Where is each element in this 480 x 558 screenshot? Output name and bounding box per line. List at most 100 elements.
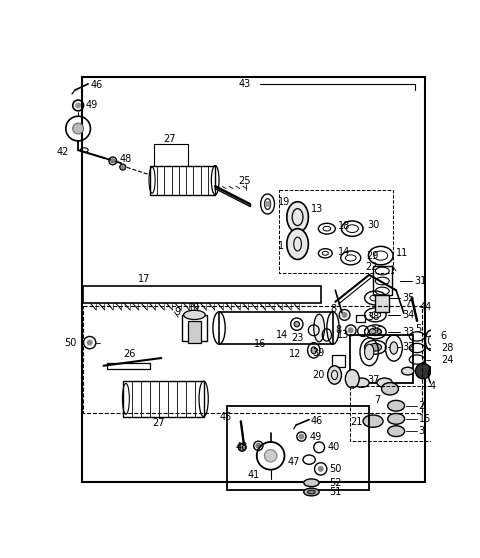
- Text: 46: 46: [90, 80, 103, 90]
- Text: 15: 15: [419, 414, 431, 424]
- Text: 47: 47: [288, 457, 300, 467]
- Text: 13: 13: [337, 330, 349, 340]
- Ellipse shape: [328, 365, 341, 384]
- Ellipse shape: [304, 479, 319, 487]
- Ellipse shape: [308, 490, 315, 494]
- Ellipse shape: [287, 229, 308, 259]
- Ellipse shape: [311, 347, 316, 354]
- Text: 52: 52: [329, 478, 342, 488]
- Text: 29: 29: [366, 252, 379, 261]
- Text: 22: 22: [365, 262, 378, 272]
- Text: 8: 8: [331, 304, 337, 314]
- Text: 2: 2: [419, 401, 425, 411]
- Text: 51: 51: [329, 487, 342, 497]
- Text: 27: 27: [152, 418, 165, 427]
- Text: 37: 37: [367, 374, 379, 384]
- Text: 11: 11: [396, 248, 408, 258]
- Text: 23: 23: [291, 333, 304, 343]
- Text: 50: 50: [64, 338, 77, 348]
- Ellipse shape: [294, 321, 300, 327]
- Bar: [150, 166, 215, 195]
- Ellipse shape: [314, 314, 324, 342]
- Text: 42: 42: [57, 147, 69, 157]
- Text: 27: 27: [163, 134, 175, 145]
- Ellipse shape: [369, 328, 382, 336]
- Bar: [182, 315, 207, 341]
- Text: 50: 50: [329, 464, 342, 474]
- Ellipse shape: [304, 488, 319, 496]
- Text: 8: 8: [336, 325, 341, 335]
- Text: 49: 49: [86, 100, 98, 110]
- Ellipse shape: [390, 342, 398, 354]
- Bar: [108, 363, 150, 369]
- Circle shape: [265, 201, 270, 206]
- Circle shape: [256, 444, 261, 448]
- Circle shape: [342, 312, 347, 317]
- Text: 30: 30: [368, 220, 380, 230]
- Circle shape: [318, 466, 323, 471]
- Text: 26: 26: [123, 349, 135, 359]
- Circle shape: [348, 328, 353, 333]
- Circle shape: [264, 450, 277, 462]
- Bar: [188, 321, 201, 343]
- Ellipse shape: [184, 310, 205, 320]
- Text: 19: 19: [278, 197, 290, 206]
- Circle shape: [238, 444, 246, 451]
- Text: 6: 6: [441, 331, 447, 341]
- Text: 40: 40: [328, 442, 340, 453]
- Text: 48: 48: [120, 155, 132, 165]
- Circle shape: [120, 164, 126, 170]
- Text: 33: 33: [402, 327, 415, 337]
- Bar: [375, 295, 389, 312]
- Text: 16: 16: [254, 339, 266, 349]
- Text: 24: 24: [441, 354, 453, 364]
- Text: 36: 36: [371, 326, 383, 336]
- Text: 5: 5: [415, 324, 421, 334]
- Text: 14: 14: [276, 330, 288, 340]
- Text: 45: 45: [220, 412, 232, 421]
- Text: 38: 38: [368, 312, 380, 322]
- Text: 20: 20: [312, 370, 324, 380]
- Circle shape: [299, 434, 304, 439]
- Text: 1: 1: [278, 240, 285, 251]
- Ellipse shape: [345, 369, 359, 388]
- Text: 13: 13: [312, 204, 324, 214]
- Text: 34: 34: [402, 310, 415, 320]
- Ellipse shape: [363, 415, 383, 427]
- Text: 44: 44: [419, 302, 432, 312]
- Bar: [83, 286, 322, 304]
- Text: 48: 48: [235, 441, 248, 451]
- Circle shape: [111, 159, 115, 163]
- Bar: [83, 306, 421, 413]
- Text: 17: 17: [138, 274, 151, 283]
- Ellipse shape: [365, 344, 374, 359]
- Ellipse shape: [354, 378, 369, 387]
- Bar: [356, 315, 365, 322]
- Text: 46: 46: [311, 416, 323, 426]
- Text: 28: 28: [441, 343, 453, 353]
- Bar: [219, 312, 333, 344]
- Text: 43: 43: [239, 79, 251, 89]
- Text: 25: 25: [238, 176, 251, 186]
- Text: 21: 21: [351, 417, 363, 427]
- Bar: [227, 406, 369, 490]
- Text: 12: 12: [289, 349, 301, 359]
- Bar: [279, 190, 393, 273]
- Text: 14: 14: [338, 247, 351, 257]
- Text: 32: 32: [402, 342, 415, 352]
- Text: 9: 9: [174, 307, 180, 317]
- Bar: [332, 355, 345, 367]
- Text: 35: 35: [402, 293, 415, 303]
- Circle shape: [73, 123, 84, 134]
- Ellipse shape: [377, 378, 392, 387]
- Text: 18: 18: [338, 222, 351, 232]
- Ellipse shape: [369, 343, 382, 351]
- Circle shape: [415, 363, 431, 379]
- Ellipse shape: [388, 426, 405, 436]
- Ellipse shape: [388, 413, 405, 424]
- Bar: [350, 386, 431, 441]
- Ellipse shape: [388, 401, 405, 411]
- Bar: [350, 335, 413, 383]
- Circle shape: [76, 103, 81, 108]
- Circle shape: [87, 340, 92, 345]
